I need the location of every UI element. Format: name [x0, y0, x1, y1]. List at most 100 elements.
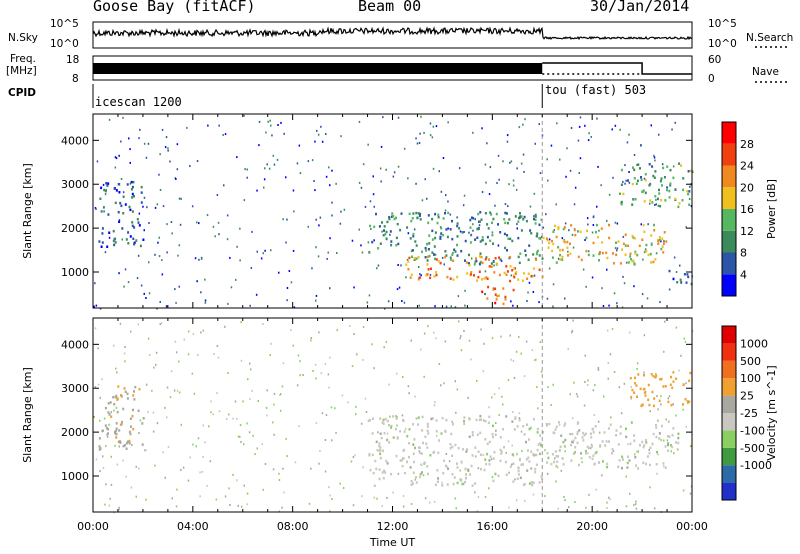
- region-cell: [566, 246, 569, 250]
- scatter-pixel: [402, 505, 405, 508]
- region-cell: [562, 463, 565, 466]
- region-cell: [102, 206, 105, 209]
- region-cell: [551, 256, 554, 259]
- scatter-pixel: [313, 180, 315, 182]
- scatter-pixel: [401, 414, 404, 417]
- scatter-pixel: [418, 450, 420, 453]
- scatter-pixel: [505, 451, 507, 454]
- region-cell: [484, 258, 487, 261]
- scatter-pixel: [427, 325, 429, 328]
- region-cell: [129, 417, 132, 420]
- region-cell: [588, 455, 591, 459]
- region-cell: [677, 205, 680, 209]
- scatter-pixel: [646, 297, 649, 300]
- region-cell: [635, 182, 638, 185]
- region-cell: [539, 434, 542, 437]
- scatter-pixel: [532, 493, 535, 496]
- scatter-pixel: [624, 164, 626, 167]
- scatter-pixel: [634, 503, 637, 506]
- scatter-pixel: [452, 251, 454, 254]
- scatter-pixel: [240, 440, 242, 443]
- scatter-pixel: [277, 124, 279, 126]
- scatter-pixel: [518, 335, 520, 338]
- region-cell: [517, 236, 520, 240]
- scatter-pixel: [342, 487, 345, 489]
- region-cell: [662, 385, 665, 388]
- region-cell: [113, 243, 116, 247]
- region-cell: [672, 427, 675, 430]
- scatter-pixel: [167, 445, 170, 448]
- region-cell: [383, 229, 385, 232]
- region-cell: [595, 230, 597, 234]
- region-cell: [545, 237, 548, 240]
- region-cell: [439, 235, 442, 239]
- region-cell: [392, 214, 395, 218]
- scatter-pixel: [204, 299, 207, 302]
- region-cell: [112, 239, 115, 243]
- region-cell: [677, 436, 680, 440]
- region-cell: [643, 200, 646, 203]
- scatter-pixel: [577, 139, 580, 142]
- region-cell: [505, 473, 508, 476]
- region-cell: [101, 241, 104, 244]
- scatter-pixel: [488, 193, 491, 196]
- region-cell: [630, 258, 633, 261]
- colorbar-cell: [722, 187, 736, 209]
- region-cell: [505, 415, 508, 418]
- region-cell: [472, 217, 475, 220]
- scatter-pixel: [298, 425, 300, 428]
- region-cell: [555, 235, 558, 239]
- region-cell: [128, 430, 131, 434]
- scatter-pixel: [476, 510, 479, 513]
- region-cell: [424, 246, 427, 250]
- scatter-pixel: [433, 404, 436, 407]
- scatter-pixel: [525, 340, 528, 343]
- region-cell: [110, 415, 113, 418]
- region-cell: [101, 232, 104, 235]
- scatter-pixel: [94, 327, 97, 330]
- region-cell: [374, 459, 377, 463]
- region-cell: [114, 429, 117, 433]
- scatter-pixel: [597, 165, 599, 168]
- region-cell: [412, 443, 415, 446]
- scatter-pixel: [179, 223, 182, 226]
- region-cell: [115, 189, 118, 192]
- scatter-pixel: [636, 163, 638, 166]
- region-cell: [603, 431, 606, 434]
- scatter-pixel: [176, 168, 179, 171]
- region-cell: [632, 166, 634, 169]
- scatter-pixel: [235, 278, 237, 281]
- scatter-pixel: [523, 170, 525, 173]
- scatter-pixel: [120, 140, 122, 143]
- scatter-pixel: [121, 238, 123, 241]
- noise-trace: [92, 26, 693, 41]
- colorbar-tick-label: 1000: [740, 337, 768, 350]
- region-cell: [555, 464, 558, 468]
- region-cell: [535, 453, 538, 457]
- scatter-pixel: [119, 322, 122, 325]
- scatter-pixel: [292, 344, 295, 347]
- region-cell: [133, 195, 135, 198]
- region-cell: [534, 467, 537, 471]
- region-cell: [491, 221, 493, 224]
- region-cell: [408, 455, 410, 459]
- region-cell: [412, 423, 415, 426]
- scatter-pixel: [157, 241, 159, 244]
- region-cell: [645, 441, 648, 444]
- region-cell: [128, 442, 131, 445]
- region-cell: [133, 226, 136, 229]
- scatter-pixel: [293, 210, 295, 213]
- scatter-pixel: [610, 416, 612, 419]
- region-cell: [395, 416, 398, 419]
- scatter-pixel: [292, 189, 295, 192]
- region-cell: [519, 252, 522, 255]
- region-cell: [641, 403, 644, 407]
- scatter-pixel: [661, 163, 664, 166]
- scatter-pixel: [249, 304, 251, 307]
- region-cell: [540, 475, 543, 478]
- region-cell: [504, 298, 507, 301]
- scatter-pixel: [384, 307, 386, 310]
- region-cell: [461, 482, 464, 486]
- scatter-pixel: [429, 122, 432, 125]
- region-cell: [569, 252, 572, 255]
